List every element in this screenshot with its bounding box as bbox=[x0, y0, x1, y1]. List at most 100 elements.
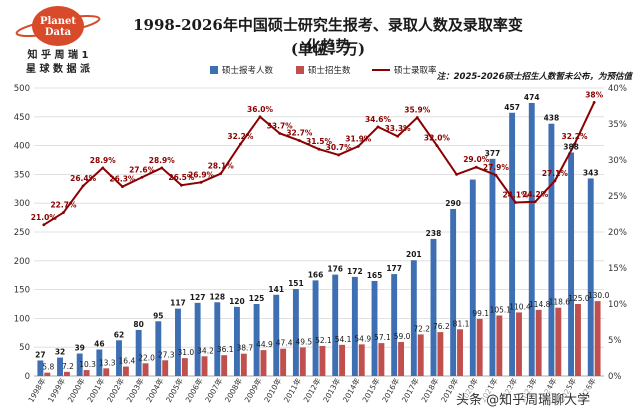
y-tick-left: 250 bbox=[14, 228, 30, 238]
x-tick-label: 2018年 bbox=[419, 376, 441, 404]
bar-admissions bbox=[555, 307, 562, 376]
label-rate: 27.6% bbox=[129, 165, 156, 174]
legend: 硕士报考人数 硕士招生数 硕士录取率 bbox=[210, 65, 437, 76]
bar-admissions bbox=[594, 301, 601, 376]
bar-applicants bbox=[469, 179, 476, 376]
rate-point bbox=[396, 134, 400, 138]
data-labels: 27 5.832 7.239 10.3 46 13.3 62 16.4 80 22.0 95 27.3… bbox=[31, 90, 610, 371]
bar-applicants bbox=[292, 289, 299, 376]
label-rate: 28.9% bbox=[149, 156, 176, 165]
label-admissions: 38.7 bbox=[236, 344, 253, 353]
rate-point bbox=[435, 144, 439, 148]
logo: Planet Data 知 乎 周 瑞 1 星 球 数 据 派 bbox=[0, 0, 118, 86]
rate-point bbox=[533, 200, 537, 204]
y-tick-left: 200 bbox=[14, 257, 30, 267]
x-tick-label: 2008年 bbox=[222, 376, 244, 404]
label-rate: 28.1% bbox=[208, 162, 235, 171]
label-rate: 38% bbox=[585, 90, 603, 99]
label-applicants: 388 bbox=[563, 143, 579, 152]
x-tick-label: 2000年 bbox=[65, 376, 87, 404]
label-admissions: 57.1 bbox=[374, 333, 391, 342]
label-rate: 24.2% bbox=[522, 190, 549, 199]
logo-top-text: Planet bbox=[40, 16, 76, 27]
y-tick-left: 350 bbox=[14, 170, 30, 180]
label-rate: 33.7% bbox=[267, 121, 294, 130]
label-rate: 32.0% bbox=[424, 134, 451, 143]
label-rate: 32.2% bbox=[562, 132, 589, 141]
bar-admissions bbox=[319, 345, 326, 376]
bar-admissions bbox=[83, 370, 90, 376]
y-tick-right: 35% bbox=[608, 120, 627, 130]
x-tick-label: 2010年 bbox=[261, 376, 283, 404]
bar-admissions bbox=[201, 356, 208, 376]
label-applicants: 172 bbox=[347, 267, 363, 276]
label-applicants: 27 bbox=[35, 350, 45, 359]
bar-applicants bbox=[233, 306, 240, 376]
label-admissions: 16.4 bbox=[119, 357, 136, 366]
label-admissions: 54.1 bbox=[335, 335, 352, 344]
label-admissions: 76.2 bbox=[433, 322, 450, 331]
bar-admissions bbox=[221, 355, 228, 376]
label-applicants: 457 bbox=[504, 103, 520, 112]
bar-admissions bbox=[457, 329, 463, 376]
bar-admissions bbox=[476, 318, 483, 376]
label-admissions: 49.5 bbox=[295, 337, 312, 346]
bar-applicants bbox=[96, 349, 103, 376]
label-rate: 33.3% bbox=[385, 124, 412, 133]
bar-admissions bbox=[378, 343, 385, 376]
label-admissions: 34.2 bbox=[197, 346, 214, 355]
chart-subtitle: (单位：万) bbox=[290, 40, 366, 58]
label-admissions: 31.0 bbox=[178, 348, 195, 357]
rate-point bbox=[62, 211, 65, 214]
bar-applicants bbox=[76, 353, 83, 376]
label-applicants: 125 bbox=[249, 294, 265, 303]
rate-point bbox=[278, 131, 282, 135]
y-tick-left: 0 bbox=[25, 372, 30, 382]
bar-applicants bbox=[371, 280, 378, 376]
rate-point bbox=[42, 223, 46, 227]
logo-line1: 知 乎 周 瑞 1 bbox=[27, 48, 89, 61]
y-tick-left: 450 bbox=[14, 113, 30, 123]
label-admissions: 81.1 bbox=[453, 319, 470, 328]
rate-point bbox=[337, 153, 341, 157]
label-rate: 28.9% bbox=[90, 156, 117, 165]
label-admissions: 10.3 bbox=[79, 360, 96, 369]
bar-admissions bbox=[103, 368, 110, 376]
label-rate: 21.0% bbox=[31, 213, 58, 222]
rate-line bbox=[42, 101, 596, 227]
label-rate: 27.9% bbox=[483, 163, 510, 172]
x-tick-label: 2005年 bbox=[163, 376, 185, 404]
label-applicants: 141 bbox=[268, 285, 284, 294]
label-applicants: 80 bbox=[133, 320, 143, 329]
legend-swatch-applicants bbox=[210, 66, 218, 74]
label-applicants: 474 bbox=[524, 93, 540, 102]
x-tick-label: 2004年 bbox=[144, 376, 166, 404]
y-tick-left: 500 bbox=[14, 84, 30, 94]
legend-rate: 硕士录取率 bbox=[394, 65, 437, 76]
label-applicants: 165 bbox=[367, 271, 383, 280]
bar-admissions bbox=[280, 348, 287, 376]
bar-applicants bbox=[430, 238, 437, 376]
label-applicants: 166 bbox=[308, 270, 324, 279]
label-applicants: 176 bbox=[327, 265, 343, 274]
y-axis-left: 0 50 100 150 200 250 300 350 400 450 500 bbox=[14, 84, 30, 382]
legend-swatch-admissions bbox=[296, 66, 304, 74]
rate-point bbox=[573, 142, 576, 146]
label-rate: 30.7% bbox=[326, 143, 353, 152]
y-tick-left: 400 bbox=[14, 142, 30, 152]
label-admissions: 44.9 bbox=[256, 340, 273, 349]
label-admissions: 36.1 bbox=[217, 345, 234, 354]
label-admissions: 72.2 bbox=[413, 324, 430, 333]
label-applicants: 377 bbox=[485, 149, 501, 158]
rate-point bbox=[180, 183, 183, 187]
bar-admissions bbox=[122, 366, 129, 376]
x-tick-label: 1999年 bbox=[45, 376, 67, 404]
rate-point bbox=[356, 144, 360, 148]
label-applicants: 343 bbox=[583, 168, 599, 177]
label-admissions: 114.8 bbox=[529, 300, 551, 309]
bars bbox=[37, 102, 601, 376]
x-tick-label: 2007年 bbox=[202, 376, 224, 404]
label-rate: 31.9% bbox=[345, 134, 372, 143]
label-applicants: 32 bbox=[55, 348, 65, 357]
